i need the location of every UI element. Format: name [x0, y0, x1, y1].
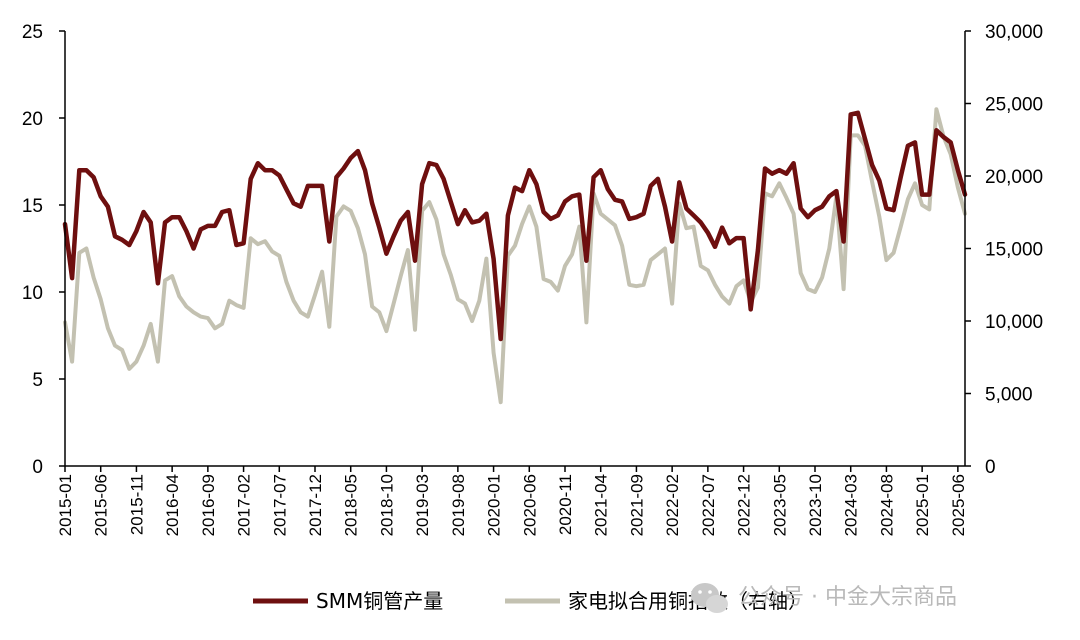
- x-tick-label: 2019-08: [449, 474, 468, 536]
- x-tick-label: 2022-07: [699, 474, 718, 536]
- x-tick-label: 2023-05: [770, 474, 789, 536]
- legend: SMM铜管产量 家电拟合用铜指数（右轴）: [253, 589, 808, 613]
- y-right-tick-label: 5,000: [985, 385, 1033, 406]
- x-tick-label: 2020-11: [556, 474, 575, 535]
- x-tick-label: 2017-02: [235, 474, 254, 536]
- x-tick-label: 2015-06: [92, 474, 111, 536]
- appliance-index-series-line: [63, 107, 967, 405]
- watermark: 公众号 · 中金大宗商品: [691, 583, 957, 613]
- x-tick-label: 2016-09: [199, 474, 218, 536]
- legend-label-appliance: 家电拟合用铜指数（右轴）: [568, 589, 808, 613]
- y-right-tick-label: 10,000: [985, 312, 1043, 333]
- wechat-icon: [691, 583, 728, 613]
- x-tick-label: 2020-06: [520, 474, 539, 536]
- y-right-tick-label: 25,000: [985, 95, 1043, 116]
- x-tick-label: 2017-07: [270, 474, 289, 536]
- y-right-tick-label: 15,000: [985, 240, 1043, 261]
- x-tick-label: 2019-03: [413, 474, 432, 536]
- y-right-tick-label: 30,000: [985, 22, 1043, 43]
- smm-series-line: [62, 110, 968, 342]
- x-tick-label: 2018-10: [377, 474, 396, 536]
- x-tick-label: 2025-01: [913, 474, 932, 536]
- x-tick-label: 2022-12: [735, 474, 754, 536]
- y-left-tick-label: 15: [22, 196, 43, 217]
- x-tick-label: 2016-04: [163, 474, 182, 536]
- x-tick-label: 2015-01: [56, 474, 75, 536]
- y-left-tick-label: 5: [32, 370, 43, 391]
- y-left-tick-label: 10: [22, 283, 43, 304]
- y-right-tick-label: 20,000: [985, 167, 1043, 188]
- y-left-tick-label: 25: [22, 22, 43, 43]
- y-left-tick-label: 0: [32, 457, 43, 478]
- plot-lines: [62, 107, 968, 405]
- x-tick-label: 2015-11: [127, 474, 146, 535]
- x-tick-label: 2017-12: [306, 474, 325, 536]
- legend-label-smm: SMM铜管产量: [316, 589, 443, 613]
- x-tick-label: 2024-08: [877, 474, 896, 536]
- x-tick-label: 2023-10: [806, 474, 825, 536]
- x-tick-label: 2021-09: [627, 474, 646, 536]
- x-tick-label: 2024-03: [842, 474, 861, 536]
- y-right-tick-label: 0: [985, 457, 996, 478]
- watermark-text: 公众号 · 中金大宗商品: [738, 585, 957, 610]
- axes: 0 5 10 15 20 25 0 5,000 10,000 15,000 20,000 25,000…: [22, 22, 1043, 536]
- x-tick-label: 2018-05: [342, 474, 361, 536]
- x-tick-label: 2020-01: [485, 474, 504, 536]
- x-tick-label: 2025-06: [949, 474, 968, 536]
- y-left-tick-label: 20: [22, 109, 43, 130]
- x-tick-label: 2021-04: [592, 474, 611, 536]
- x-tick-label: 2022-02: [663, 474, 682, 536]
